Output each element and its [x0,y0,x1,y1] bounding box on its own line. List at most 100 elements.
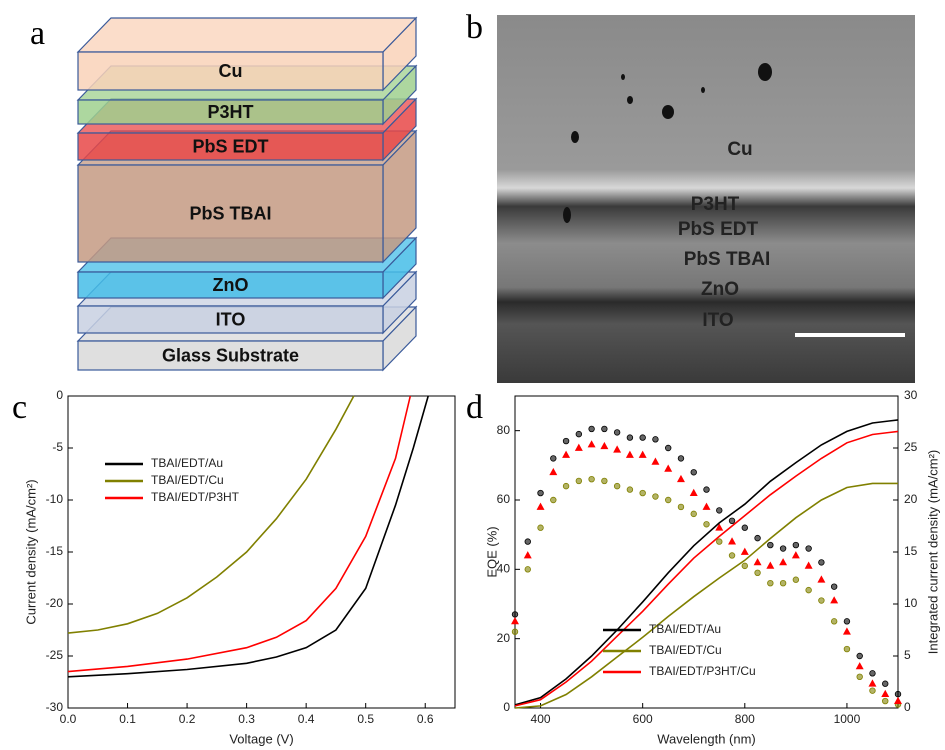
eqe-point [819,560,825,566]
eqe-point [640,490,646,496]
eqe-point [563,451,570,457]
eqe-point [678,504,684,510]
eqe-point [538,490,544,496]
eqe-point [576,431,582,437]
eqe-point [665,497,671,503]
x-tick-label: 400 [531,712,551,726]
y-axis-title: EQE (%) [484,526,499,577]
eqe-point [653,494,659,500]
x-tick-label: 800 [735,712,755,726]
y-tick-label: -25 [46,648,64,662]
eqe-point [704,521,710,527]
chart: 4006008001000020406080051015202530Wavele… [484,388,940,746]
eqe-point [793,577,799,583]
layer-label: P3HT [207,102,253,122]
eqe-point [755,570,761,576]
eqe-point [806,587,812,593]
eqe-point [639,451,646,457]
eqe-point [589,426,595,432]
eqe-point [882,681,888,687]
x-tick-label: 0.3 [238,712,255,726]
layer-label: PbS EDT [192,136,268,156]
eqe-point [869,680,876,686]
eqe-point [704,487,710,493]
pore [627,96,633,104]
eqe-point [512,629,518,635]
x-axis-title: Wavelength (nm) [657,731,756,746]
eqe-point [716,508,722,514]
eqe-point [844,619,850,625]
eqe-point [576,478,582,484]
eqe-point [614,446,621,452]
y2-tick-label: 0 [904,700,911,714]
y-tick-label: -15 [46,544,64,558]
eqe-point [729,518,735,524]
eqe-point [627,435,633,441]
x-tick-label: 1000 [834,712,861,726]
eqe-point [525,539,531,545]
eqe-point [831,619,837,625]
eqe-point [780,559,787,565]
eqe-point [703,503,710,509]
eqe-point [882,698,888,704]
layer-label: PbS TBAI [684,249,771,270]
panel-letter: c [12,389,27,426]
eqe-point [819,598,825,604]
layer-label: Cu [727,139,752,160]
eqe-point [716,539,722,545]
eqe-point [524,552,531,558]
eqe-point [665,465,672,471]
eqe-point [895,691,901,697]
series-line [68,396,410,672]
plots: 0.00.10.20.30.40.50.6-30-25-20-15-10-50V… [23,388,940,746]
y-tick-label: -10 [46,492,64,506]
plot-frame [515,396,898,708]
pore [701,87,705,93]
eqe-point [856,663,863,669]
layer-label: Cu [219,61,243,81]
eqe-point [767,562,774,568]
layer-label: ITO [702,310,733,331]
eqe-point [754,559,761,565]
y2-tick-label: 5 [904,648,911,662]
pore [662,105,674,119]
y2-tick-label: 25 [904,440,918,454]
eqe-point [831,584,837,590]
eqe-point [602,478,608,484]
eqe-point [793,542,799,548]
eqe-point [818,576,825,582]
layer-label: ZnO [213,275,249,295]
eqe-point [780,580,786,586]
eqe-point [601,443,608,449]
eqe-point [576,445,583,451]
eqe-point [678,476,685,482]
eqe-point [882,691,889,697]
eqe-point [690,490,697,496]
eqe-point [806,546,812,552]
layer-label: PbS EDT [678,219,759,240]
panel-letter: a [30,15,45,52]
panel-letter: d [466,389,483,426]
eqe-point [627,451,634,457]
legend-label: TBAI/EDT/Au [151,456,223,470]
eqe-point [550,469,557,475]
eqe-point [729,538,736,544]
eqe-point [742,549,749,555]
layer-label: Glass Substrate [162,345,299,365]
x-tick-label: 0.4 [298,712,315,726]
y2-tick-label: 30 [904,388,918,402]
eqe-point [729,553,735,559]
eqe-point [895,698,902,704]
eqe-point [793,552,800,558]
eqe-point [525,567,531,573]
y2-tick-label: 20 [904,492,918,506]
y-tick-label: 0 [503,700,510,714]
legend-label: TBAI/EDT/Cu [151,473,224,487]
eqe-point [870,671,876,677]
eqe-point [602,426,608,432]
y-tick-label: 80 [497,423,511,437]
legend-label: TBAI/EDT/Cu [649,643,722,657]
layer-label: P3HT [691,194,740,215]
eqe-point [652,458,659,464]
y-tick-label: 60 [497,492,511,506]
